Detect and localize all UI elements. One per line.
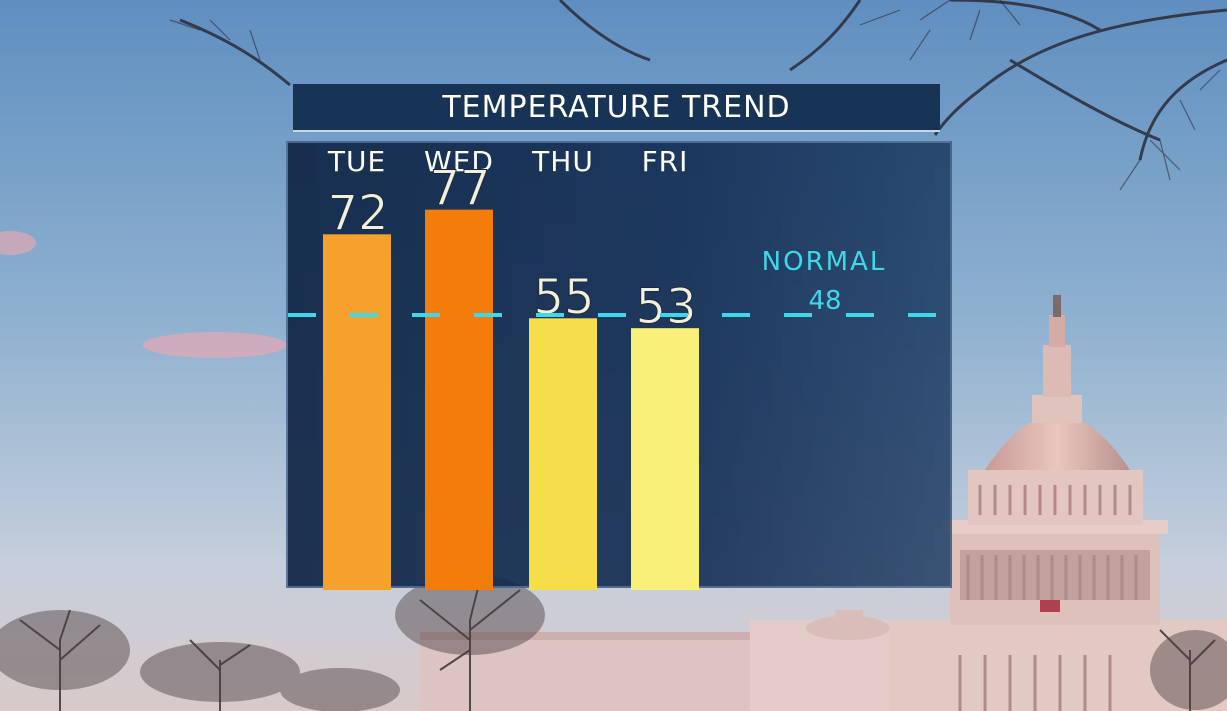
day-label-fri: FRI	[642, 145, 689, 178]
capitol-building	[420, 295, 1227, 711]
value-label-fri: 53	[635, 279, 696, 335]
bar-fri	[631, 328, 699, 590]
bar-tue	[323, 234, 391, 590]
cloud	[143, 332, 287, 358]
chart-title: TEMPERATURE TREND	[442, 89, 791, 125]
normal-label: NORMAL	[762, 247, 887, 277]
value-label-wed: 77	[429, 161, 490, 217]
tree-crowns	[0, 575, 1227, 711]
tree-branches	[179, 0, 1227, 161]
day-label-tue: TUE	[327, 145, 386, 178]
chart-title-bar: TEMPERATURE TREND	[293, 84, 940, 132]
day-label-wed: WED	[424, 145, 494, 178]
normal-value: 48	[808, 286, 841, 316]
bare-trees	[19, 579, 1216, 711]
day-label-thu: THU	[531, 145, 594, 178]
value-label-tue: 72	[327, 185, 388, 241]
bar-wed	[425, 209, 493, 590]
chart-panel: TUE 72 WED 77 THU 55 FRI 53 NORMAL 48	[286, 141, 952, 590]
cloud	[0, 231, 36, 255]
tree-twigs	[169, 0, 1221, 191]
bar-thu	[529, 318, 597, 590]
capitol-columns	[958, 485, 1138, 711]
